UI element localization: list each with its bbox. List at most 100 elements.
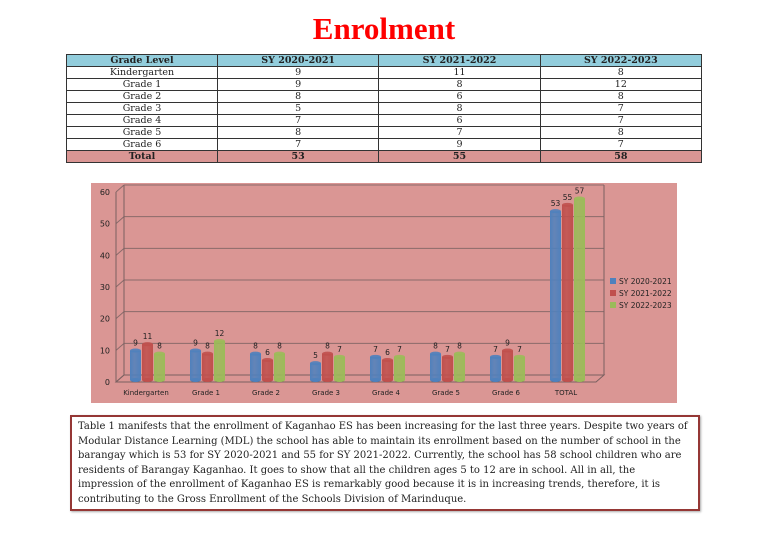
cell: Grade 1 — [66, 78, 218, 91]
bar — [370, 356, 381, 380]
bar — [394, 356, 405, 380]
data-label: 8 — [277, 342, 282, 351]
cell: 8 — [378, 78, 541, 91]
x-tick-label: Kindergarten — [123, 389, 169, 397]
bar — [442, 356, 453, 380]
data-label: 11 — [143, 332, 153, 341]
total-label: Total — [66, 150, 218, 163]
cell: 9 — [216, 78, 380, 91]
data-label: 8 — [325, 342, 330, 351]
data-label: 7 — [337, 345, 342, 354]
bar — [310, 363, 321, 380]
cell: 6 — [378, 90, 541, 103]
x-tick-label: TOTAL — [554, 389, 577, 397]
enrolment-table: Grade Level SY 2020-2021 SY 2021-2022 SY… — [66, 54, 703, 163]
header-sy-2021-2022: SY 2021-2022 — [378, 54, 541, 67]
data-label: 9 — [133, 339, 138, 348]
cell: 7 — [539, 138, 703, 151]
bar — [334, 356, 345, 380]
total-row: Total 53 55 58 — [66, 150, 703, 163]
x-tick-label: Grade 1 — [192, 389, 220, 397]
table-header-row: Grade Level SY 2020-2021 SY 2021-2022 SY… — [66, 54, 703, 67]
cell: 12 — [539, 78, 703, 91]
bar — [130, 350, 141, 380]
enrolment-chart: 0 10 20 30 40 50 60 9 11 8 Kindergarten 9 8 12 Grade 1… — [91, 183, 677, 403]
cell: 5 — [216, 102, 380, 115]
bar — [490, 356, 501, 380]
cell: 8 — [216, 90, 380, 103]
cell: 8 — [539, 66, 703, 79]
cell: Kindergarten — [66, 66, 218, 79]
data-label: 7 — [373, 345, 378, 354]
legend-item: SY 2020-2021 — [610, 275, 672, 287]
cell: Grade 6 — [66, 138, 218, 151]
bar — [250, 353, 261, 380]
chart-legend: SY 2020-2021 SY 2021-2022 SY 2022-2023 — [610, 275, 672, 311]
table-row: Grade 1 9 8 12 — [66, 78, 703, 91]
data-label: 8 — [433, 342, 438, 351]
legend-item: SY 2022-2023 — [610, 299, 672, 311]
data-label: 53 — [551, 199, 561, 208]
legend-item: SY 2021-2022 — [610, 287, 672, 299]
bar — [514, 356, 525, 380]
data-label: 55 — [563, 193, 573, 202]
legend-swatch-icon — [610, 302, 616, 308]
data-label: 8 — [253, 342, 258, 351]
data-label: 7 — [493, 345, 498, 354]
page-title: Enrolment — [312, 11, 456, 46]
x-tick-label: Grade 5 — [432, 389, 460, 397]
total-cell: 53 — [216, 150, 380, 163]
cell: Grade 3 — [66, 102, 218, 115]
data-label: 12 — [215, 329, 225, 338]
y-tick-label: 10 — [100, 346, 110, 355]
cell: Grade 2 — [66, 90, 218, 103]
cell: 7 — [539, 114, 703, 127]
data-label: 57 — [575, 187, 585, 196]
header-sy-2020-2021: SY 2020-2021 — [216, 54, 380, 67]
data-label: 7 — [445, 345, 450, 354]
bar — [202, 353, 213, 380]
bar — [562, 204, 573, 380]
cell: 6 — [378, 114, 541, 127]
data-label: 9 — [193, 339, 198, 348]
legend-label: SY 2020-2021 — [619, 276, 672, 286]
cell: 7 — [216, 114, 380, 127]
data-label: 6 — [265, 348, 270, 357]
y-tick-label: 0 — [105, 378, 110, 387]
total-cell: 58 — [539, 150, 703, 163]
cell: 8 — [539, 126, 703, 139]
data-label: 8 — [205, 342, 210, 351]
caption-paragraph: Table 1 manifests that the enrollment of… — [70, 415, 700, 511]
x-tick-label: Grade 2 — [252, 389, 280, 397]
cell: Grade 5 — [66, 126, 218, 139]
cell: 7 — [539, 102, 703, 115]
legend-swatch-icon — [610, 290, 616, 296]
header-sy-2022-2023: SY 2022-2023 — [539, 54, 703, 67]
y-tick-label: 60 — [100, 188, 110, 197]
x-tick-label: Grade 6 — [492, 389, 521, 397]
bar — [154, 353, 165, 380]
cell: 8 — [216, 126, 380, 139]
bar — [190, 350, 201, 380]
data-label: 5 — [313, 351, 318, 360]
cell: 9 — [216, 66, 380, 79]
legend-swatch-icon — [610, 278, 616, 284]
data-label: 6 — [385, 348, 390, 357]
y-tick-label: 20 — [100, 315, 110, 324]
cell: Grade 4 — [66, 114, 218, 127]
cell: 8 — [378, 102, 541, 115]
bar — [262, 360, 273, 380]
data-label: 7 — [517, 345, 522, 354]
bar — [214, 341, 225, 380]
cell: 11 — [378, 66, 541, 79]
bar — [502, 350, 513, 380]
cell: 7 — [378, 126, 541, 139]
data-label: 7 — [397, 345, 402, 354]
bar — [382, 360, 393, 380]
data-label: 9 — [505, 339, 510, 348]
